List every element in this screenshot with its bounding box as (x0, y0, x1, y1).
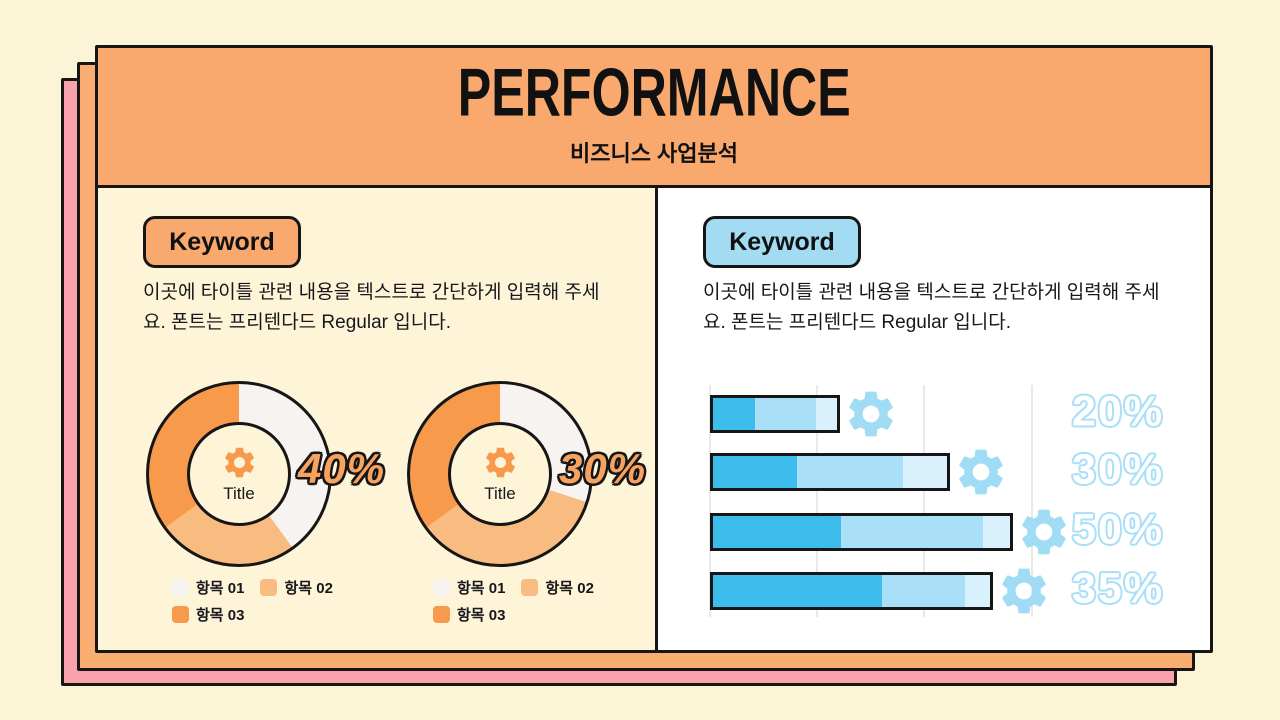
legend-swatch-icon (521, 579, 539, 596)
legend-item: 항목 02 (521, 577, 594, 598)
gridline (709, 385, 711, 617)
slide-card: PERFORMANCE 비즈니스 사업분석 Keyword 이곳에 타이틀 관련… (95, 45, 1213, 653)
bar-segment (965, 575, 990, 607)
bar-chart: 20% 30% 50% 35% (658, 188, 1210, 650)
panel-divider (655, 188, 658, 650)
bar-row-2 (710, 453, 950, 491)
slide-body: Keyword 이곳에 타이틀 관련 내용을 텍스트로 간단하게 입력해 주세요… (98, 188, 1210, 650)
bar-segment (797, 456, 903, 488)
bar-segment (713, 456, 798, 488)
bar-gear-icon (953, 444, 1009, 500)
bar-row-3 (710, 513, 1013, 551)
bar-row-1 (710, 395, 840, 433)
donut-percent-label: 40% (298, 445, 386, 492)
left-body-text: 이곳에 타이틀 관련 내용을 텍스트로 간단하게 입력해 주세요. 폰트는 프리… (143, 282, 600, 333)
bar-segment (902, 456, 947, 488)
left-panel: Keyword 이곳에 타이틀 관련 내용을 텍스트로 간단하게 입력해 주세요… (98, 188, 655, 650)
legend-label: 항목 02 (284, 580, 333, 597)
donut-center-title: Title (223, 484, 255, 503)
legend-swatch-icon (260, 579, 278, 596)
gear-icon (959, 449, 1003, 495)
gear-icon (1002, 568, 1046, 614)
donut-center: Title (187, 422, 291, 526)
legend-item: 항목 02 (260, 577, 333, 598)
bar-segment (713, 398, 756, 430)
legend-item: 항목 03 (433, 604, 505, 625)
bar-percent-label: 50% (1072, 505, 1165, 554)
donut-center-title: Title (484, 484, 516, 503)
donut-center: Title (448, 422, 552, 526)
bar-segment (755, 398, 816, 430)
left-keyword-button[interactable]: Keyword (143, 216, 301, 268)
donut-legend: 항목 01 항목 02 항목 03 (172, 577, 368, 625)
bar-gear-icon (1016, 504, 1072, 560)
gear-icon (224, 447, 254, 478)
slide-title: PERFORMANCE (457, 55, 851, 131)
bar-segment (983, 516, 1010, 548)
legend-label: 항목 02 (545, 580, 594, 597)
gridline (1031, 385, 1033, 617)
gear-icon (849, 391, 893, 437)
bar-percent-label: 20% (1072, 387, 1165, 436)
donut-chart-1: Title 40% 항목 01 항목 02 항목 03 (146, 381, 384, 624)
legend-swatch-icon (172, 606, 189, 623)
legend-swatch-icon (433, 606, 450, 623)
bar-segment (815, 398, 837, 430)
right-panel: Keyword 이곳에 타이틀 관련 내용을 텍스트로 간단하게 입력해 주세요… (658, 188, 1210, 650)
legend-label: 항목 01 (196, 580, 245, 597)
bar-percent-label: 30% (1072, 445, 1165, 494)
bar-segment (713, 516, 841, 548)
gear-icon (485, 447, 515, 478)
bar-segment (840, 516, 984, 548)
right-body-text: 이곳에 타이틀 관련 내용을 텍스트로 간단하게 입력해 주세요. 폰트는 프리… (703, 282, 1160, 333)
legend-item: 항목 01 (433, 577, 505, 598)
bar-segment (713, 575, 882, 607)
bar-gear-icon (843, 386, 899, 442)
bar-segment (881, 575, 966, 607)
slide-subtitle: 비즈니스 사업분석 (569, 141, 739, 166)
legend-label: 항목 03 (196, 607, 245, 624)
bar-percent-label: 35% (1072, 564, 1165, 613)
bar-gear-icon (996, 563, 1052, 619)
legend-item: 항목 01 (172, 577, 244, 598)
gear-icon (1022, 509, 1066, 555)
right-keyword-button[interactable]: Keyword (703, 216, 861, 268)
slide-header: PERFORMANCE 비즈니스 사업분석 (98, 48, 1210, 188)
donut-legend: 항목 01 항목 02 항목 03 (433, 577, 629, 625)
legend-label: 항목 03 (457, 607, 506, 624)
legend-swatch-icon (172, 579, 189, 596)
donut-chart-2: Title 30% 항목 01 항목 02 항목 03 (407, 381, 645, 624)
gridline (816, 385, 818, 617)
gridline (923, 385, 925, 617)
legend-item: 항목 03 (172, 604, 244, 625)
legend-label: 항목 01 (457, 580, 506, 597)
donut-percent-label: 30% (559, 445, 647, 492)
bar-row-4 (710, 572, 993, 610)
legend-swatch-icon (433, 579, 450, 596)
